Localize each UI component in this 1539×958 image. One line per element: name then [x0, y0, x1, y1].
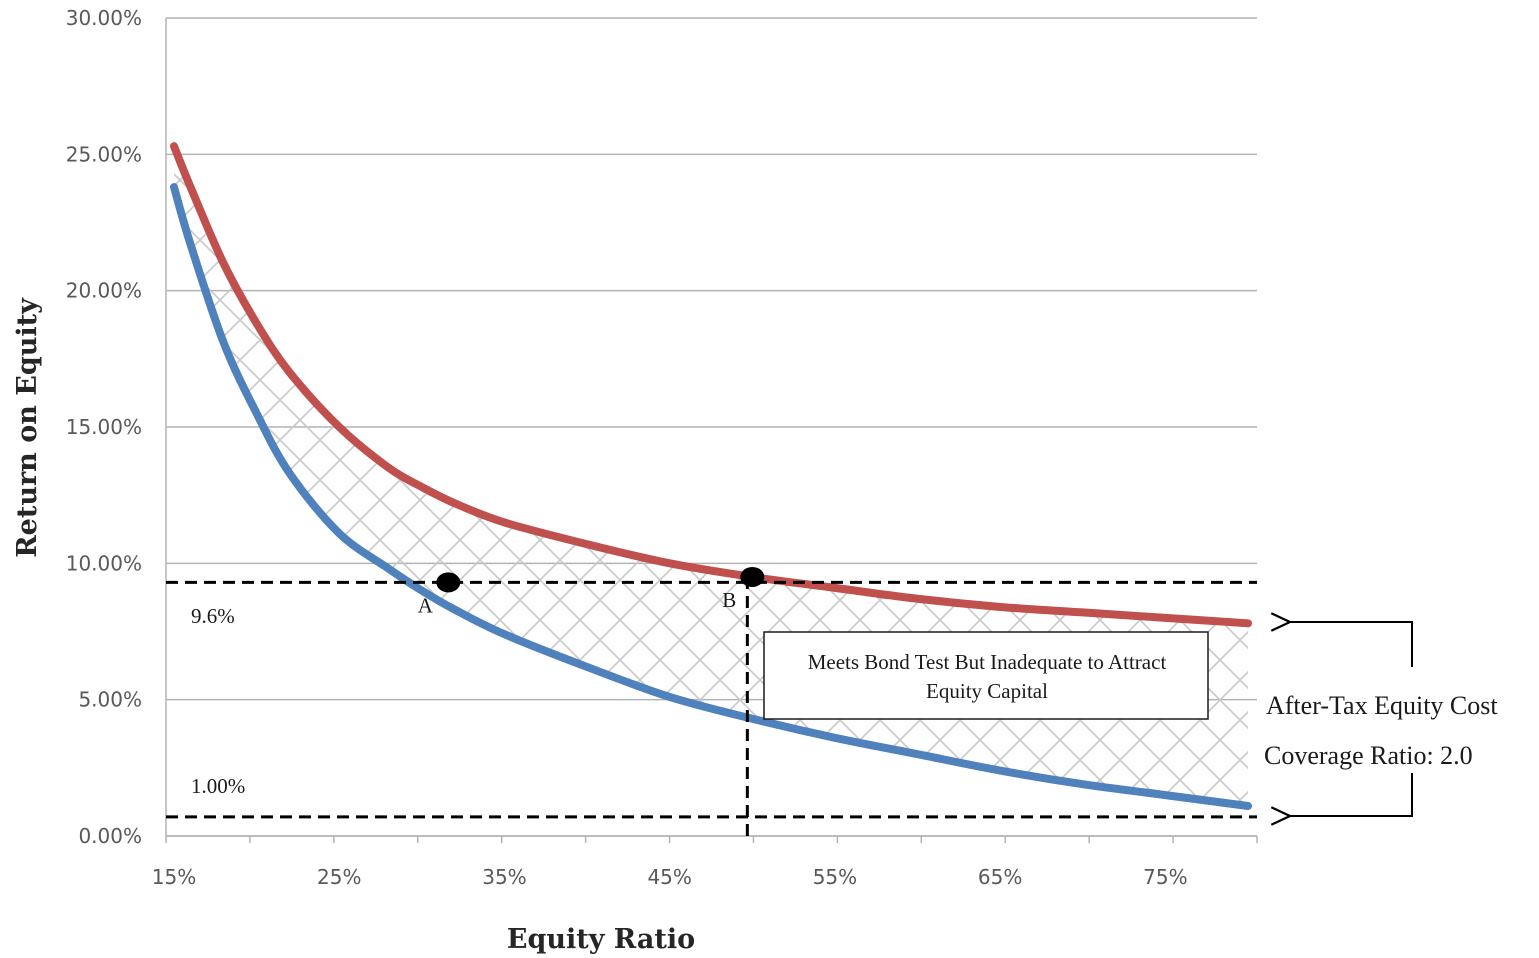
reference-lines: [166, 576, 1257, 836]
x-tick-label: 45%: [647, 865, 691, 889]
x-tick-label: 25%: [317, 865, 361, 889]
series-line-upper: [170, 142, 1252, 628]
x-tick-label: 15%: [152, 865, 196, 889]
reference-label-upper: 9.6%: [191, 604, 235, 628]
side-label-line-1: After-Tax Equity Cost: [1266, 691, 1498, 720]
reference-label-lower: 1.00%: [191, 774, 245, 798]
point-label-a: A: [418, 593, 434, 617]
x-tick-label: 75%: [1143, 865, 1187, 889]
annotation-box: [763, 631, 1209, 720]
y-tick-label: 20.00%: [66, 279, 142, 303]
point-marker-a: [436, 572, 461, 593]
annotation-box-line-2: Equity Capital: [926, 679, 1048, 703]
y-tick-label: 30.00%: [66, 6, 142, 30]
series-layer: [170, 142, 1252, 811]
x-axis-tick-labels: 15% 25% 35% 45% 55% 65% 75%: [152, 865, 1188, 889]
arrow-lower: [1290, 773, 1413, 816]
x-axis-title: Equity Ratio: [507, 924, 695, 955]
annotation-box-line-1: Meets Bond Test But Inadequate to Attrac…: [808, 650, 1167, 674]
point-marker-b: [740, 566, 765, 587]
x-tick-label: 35%: [482, 865, 526, 889]
y-axis-title: Return on Equity: [12, 297, 43, 558]
side-bracket-arrows: [1290, 622, 1413, 816]
plot-frame: [165, 18, 1257, 837]
side-label-line-2: Coverage Ratio: 2.0: [1264, 741, 1473, 770]
series-line-lower: [170, 183, 1252, 811]
y-tick-label: 15.00%: [66, 415, 142, 439]
gridlines: [166, 17, 1257, 837]
y-axis-tick-labels: 0.00% 5.00% 10.00% 15.00% 20.00% 25.00% 30.00%: [66, 6, 142, 848]
y-tick-label: 25.00%: [66, 142, 142, 166]
y-tick-label: 5.00%: [78, 688, 142, 712]
x-tick-label: 55%: [813, 865, 857, 889]
point-label-b: B: [722, 588, 736, 612]
x-tick-label: 65%: [978, 865, 1022, 889]
arrow-upper: [1290, 622, 1413, 667]
x-axis-tick-marks: [165, 836, 1258, 843]
y-tick-label: 10.00%: [66, 551, 142, 575]
y-tick-label: 0.00%: [78, 824, 142, 848]
